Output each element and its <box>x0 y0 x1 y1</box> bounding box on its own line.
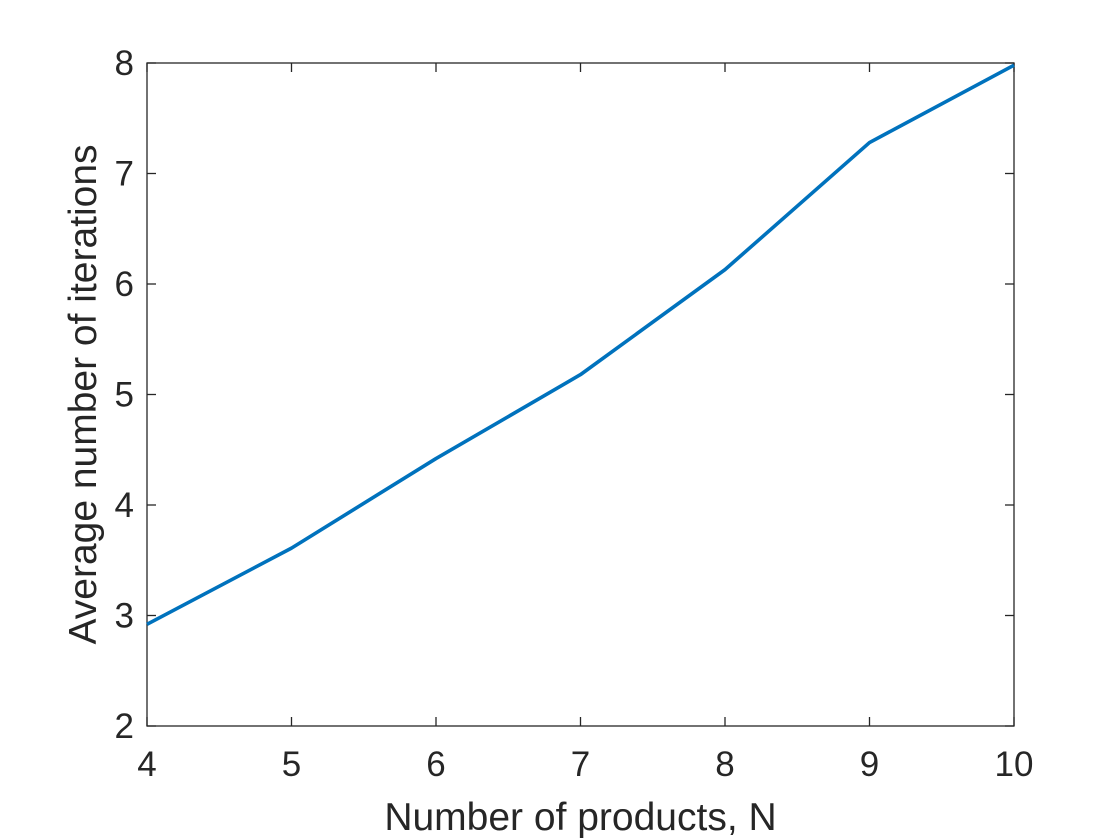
x-tick-label: 10 <box>995 745 1034 784</box>
x-tick-label: 4 <box>137 745 156 784</box>
x-tick-label: 9 <box>860 745 879 784</box>
y-tick-label: 6 <box>115 265 134 304</box>
y-tick-label: 5 <box>115 376 134 415</box>
axes-box <box>146 62 1015 727</box>
y-axis-label: Average number of iterations <box>62 144 105 644</box>
series-line <box>146 63 1015 626</box>
y-tick-label: 7 <box>115 155 134 194</box>
y-tick-label: 8 <box>115 44 134 83</box>
series-layer <box>146 63 1015 626</box>
y-tick-label: 4 <box>115 486 134 525</box>
y-tick-label: 3 <box>115 597 134 636</box>
x-tick-label: 8 <box>715 745 734 784</box>
x-tick-label: 5 <box>282 745 301 784</box>
x-axis-label: Number of products, N <box>384 796 776 839</box>
x-axis-ticks: 4 5 6 7 8 9 10 <box>137 63 1033 784</box>
y-axis-ticks: 2 3 4 5 6 7 8 <box>115 44 1014 746</box>
x-tick-label: 7 <box>571 745 590 784</box>
y-tick-label: 2 <box>115 707 134 746</box>
x-tick-label: 6 <box>426 745 445 784</box>
plot-area <box>146 62 1015 727</box>
